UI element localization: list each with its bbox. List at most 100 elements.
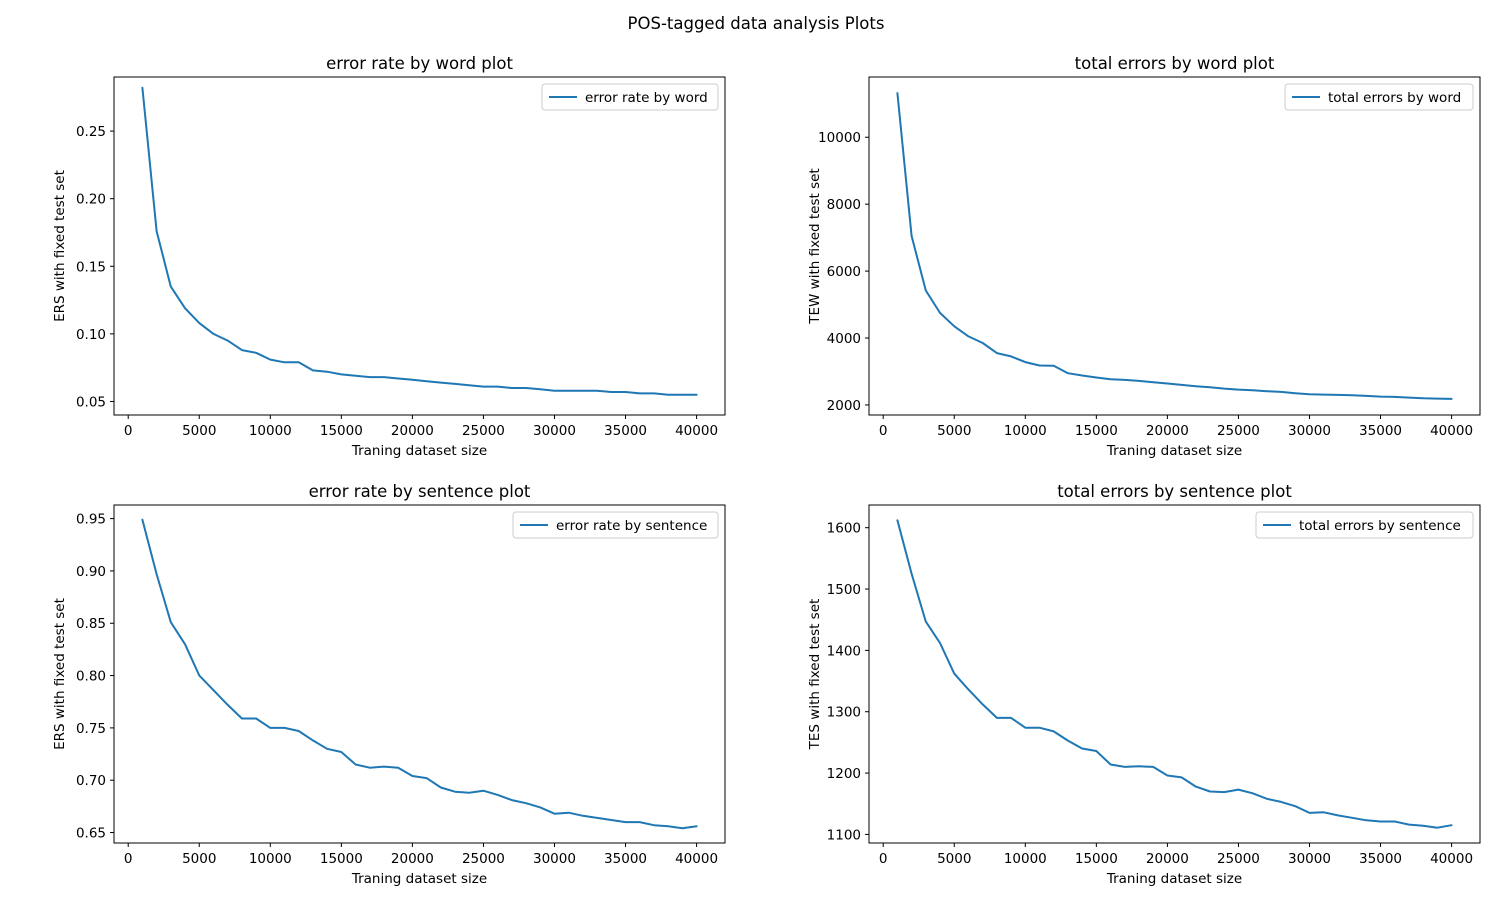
- chart-1-legend: error rate by word: [541, 83, 719, 111]
- chart-4-xtick-label: 20000: [1146, 851, 1189, 867]
- chart-4-data-point: [967, 689, 969, 691]
- chart-2-data-point: [1351, 394, 1353, 396]
- chart-3-data-point: [667, 825, 669, 827]
- chart-1-data-point: [696, 394, 698, 396]
- chart-4-data-point: [1237, 789, 1239, 791]
- chart-2-data-point: [1039, 364, 1041, 366]
- chart-1-data-point: [397, 377, 399, 379]
- chart-1-data-point: [625, 391, 627, 393]
- chart-1-ytick-label: 0.20: [76, 192, 106, 208]
- chart-2-data-point: [1053, 365, 1055, 367]
- chart-1-data-point: [355, 375, 357, 377]
- chart-1-data-point: [596, 390, 598, 392]
- subplot-2: total errors by word plot 0 5000 10000 15000…: [807, 54, 1481, 459]
- chart-3-data-point: [355, 764, 357, 766]
- chart-4-data-point: [1024, 727, 1026, 729]
- chart-1-data-point: [284, 361, 286, 363]
- chart-2-xtick-label: 40000: [1430, 423, 1473, 439]
- chart-3-ytick-label: 0.95: [76, 512, 106, 528]
- chart-4-xtick-label: 0: [879, 851, 888, 867]
- chart-4-data-point: [1067, 740, 1069, 742]
- chart-4-data-point: [1181, 776, 1183, 778]
- chart-3-legend-label: error rate by sentence: [556, 518, 707, 534]
- chart-4-data-point: [1451, 824, 1453, 826]
- chart-2-legend: total errors by word: [1284, 83, 1474, 111]
- chart-4-data-point: [1365, 819, 1367, 821]
- chart-4-data-point: [1053, 730, 1055, 732]
- chart-3-data-point: [411, 775, 413, 777]
- chart-1-ytick-label: 0.05: [76, 394, 106, 410]
- figure-suptitle: POS-tagged data analysis Plots: [627, 14, 885, 33]
- chart-4-data-point: [1124, 766, 1126, 768]
- chart-4-xtick-label: 40000: [1430, 851, 1473, 867]
- chart-2-data-point: [1067, 372, 1069, 374]
- chart-2-xtick-label: 20000: [1146, 423, 1189, 439]
- chart-1-data-point: [440, 382, 442, 384]
- chart-4-data-point: [1138, 765, 1140, 767]
- chart-3-axes-frame: [113, 504, 726, 844]
- chart-2-data-point: [1095, 377, 1097, 379]
- chart-2-data-point: [953, 325, 955, 327]
- chart-2-data-point: [1394, 396, 1396, 398]
- chart-1-data-point: [610, 391, 612, 393]
- subplot-3: error rate by sentence plot 0 5000 10000 150…: [52, 482, 726, 887]
- chart-1-data-point: [198, 322, 200, 324]
- chart-3-series-line: [141, 518, 698, 830]
- chart-2-xlabel: Traning dataset size: [1106, 443, 1242, 459]
- chart-4-data-point: [1337, 814, 1339, 816]
- chart-3-data-point: [582, 815, 584, 817]
- chart-4-data-point: [1280, 801, 1282, 803]
- chart-4-data-point: [1223, 791, 1225, 793]
- chart-4-data-point: [1308, 812, 1310, 814]
- chart-3-data-point: [426, 777, 428, 779]
- chart-3-xtick-label: 0: [124, 851, 133, 867]
- chart-2-xtick-label: 10000: [1004, 423, 1047, 439]
- chart-2-data-point: [1237, 389, 1239, 391]
- chart-2-data-point: [1024, 361, 1026, 363]
- chart-1-data-point: [255, 352, 257, 354]
- chart-4-data-point: [996, 717, 998, 719]
- chart-1-series-line: [141, 86, 698, 396]
- chart-3-data-point: [198, 675, 200, 677]
- chart-2-data-point: [1252, 389, 1254, 391]
- chart-3-ylabel: ERS with fixed test set: [52, 598, 68, 750]
- chart-3-data-point: [397, 767, 399, 769]
- chart-4-ytick-label: 1200: [827, 766, 861, 782]
- chart-1-legend-box: [541, 83, 719, 111]
- chart-2-data-point: [911, 235, 913, 237]
- chart-3-legend-box: [512, 511, 719, 539]
- chart-1-data-point: [326, 371, 328, 373]
- chart-3-data-point: [170, 621, 172, 623]
- chart-3-data-point: [639, 821, 641, 823]
- chart-1-data-point: [667, 394, 669, 396]
- chart-3-data-point: [596, 817, 598, 819]
- chart-4-data-point: [1266, 798, 1268, 800]
- chart-1-xtick-label: 35000: [604, 423, 647, 439]
- chart-2-xtick-label: 35000: [1359, 423, 1402, 439]
- chart-2-data-point: [967, 335, 969, 337]
- chart-1-data-point: [340, 373, 342, 375]
- chart-3-data-point: [184, 643, 186, 645]
- chart-1-data-point: [312, 369, 314, 371]
- chart-2-data-point: [1308, 393, 1310, 395]
- chart-4-data-point: [896, 519, 898, 521]
- chart-1-data-point: [482, 386, 484, 388]
- chart-1-data-point: [227, 340, 229, 342]
- chart-4-data-point: [911, 573, 913, 575]
- chart-2-title: total errors by word plot: [1075, 54, 1275, 73]
- chart-2-data-point: [1181, 384, 1183, 386]
- chart-3-xtick-label: 35000: [604, 851, 647, 867]
- chart-1-title: error rate by word plot: [326, 54, 513, 73]
- chart-2-data-point: [1408, 397, 1410, 399]
- chart-2-xtick-label: 0: [879, 423, 888, 439]
- chart-2-data-point: [982, 342, 984, 344]
- chart-1-data-point: [511, 387, 513, 389]
- chart-4-title: total errors by sentence plot: [1057, 482, 1292, 501]
- chart-2-xtick-label: 30000: [1288, 423, 1331, 439]
- chart-4-data-point: [1095, 750, 1097, 752]
- chart-4-xtick-label: 25000: [1217, 851, 1260, 867]
- chart-3-xtick-label: 10000: [249, 851, 292, 867]
- chart-2-data-point: [1451, 398, 1453, 400]
- chart-1-axes-frame: [113, 76, 726, 416]
